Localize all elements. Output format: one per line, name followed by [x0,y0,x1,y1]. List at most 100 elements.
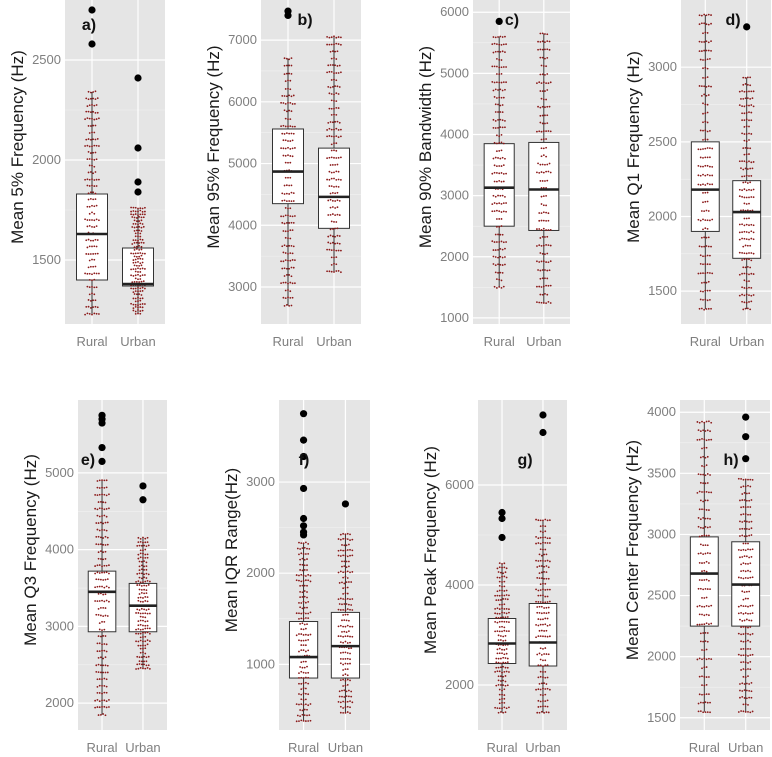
data-dot [337,107,340,109]
data-dot [291,155,294,158]
data-dot [335,58,338,60]
data-dot [147,573,150,576]
data-dot [140,660,143,663]
data-dot [701,534,703,537]
data-dot [289,207,292,210]
data-dot [748,252,750,254]
data-dot [501,104,504,106]
data-dot [301,584,304,587]
data-dot [139,257,142,260]
data-dot [337,93,340,95]
data-dot [303,584,306,587]
data-dot [345,581,348,584]
data-dot [541,114,544,117]
data-dot [338,64,341,67]
data-dot [701,658,703,661]
data-dot [281,245,284,248]
data-dot [88,164,91,167]
x-category-label: Urban [728,740,763,755]
data-dot [543,682,546,685]
data-dot [347,565,350,568]
data-dot [705,570,708,573]
data-dot [92,138,95,141]
data-dot [94,198,97,201]
data-dot [536,130,538,133]
data-dot [537,105,539,108]
data-dot [346,700,349,703]
data-dot [751,612,754,615]
data-dot [703,210,706,212]
data-dot [335,79,338,82]
data-dot [349,608,351,611]
data-dot [697,174,700,177]
data-dot [138,225,141,228]
iqr-box [487,618,517,664]
data-dot [142,552,144,555]
data-dot [697,183,700,186]
data-dot [98,272,100,275]
data-dot [138,569,141,572]
data-dot [285,57,288,60]
data-dot [300,719,303,722]
data-dot [295,579,298,582]
data-dot [97,607,100,610]
data-dot [336,213,339,216]
data-dot [281,267,284,270]
data-dot [703,534,706,537]
data-dot [498,241,501,243]
data-dot [710,307,712,310]
data-dot [545,211,548,214]
data-dot [104,550,107,553]
data-dot [494,103,497,106]
data-dot [108,507,110,510]
data-dot [750,161,753,164]
data-dot [539,530,542,533]
data-dot [91,145,93,148]
outlier-point [742,433,750,441]
data-dot [546,676,549,679]
data-dot [137,210,139,213]
data-dot [147,655,150,658]
data-dot [143,544,146,547]
data-dot [503,629,506,632]
data-dot [748,696,751,699]
data-dot [132,213,135,216]
data-dot [745,174,748,177]
data-dot [342,598,345,600]
data-dot [742,478,745,481]
data-dot [709,526,711,528]
data-dot [710,22,712,25]
data-dot [699,290,702,293]
data-dot [138,242,141,244]
data-dot [336,206,339,209]
data-dot [699,456,702,459]
data-dot [144,206,146,209]
outlier-point [98,443,106,452]
data-dot [699,552,702,555]
data-dot [704,552,707,555]
data-dot [702,473,705,476]
data-dot [539,675,542,678]
data-dot [745,223,748,226]
data-dot [491,240,494,243]
data-dot [750,196,753,198]
data-dot [497,599,500,601]
data-dot [539,693,542,696]
data-dot [134,258,137,261]
data-dot [287,125,289,128]
data-dot [497,157,499,159]
box-urban [318,35,350,274]
data-dot [538,611,541,614]
box-urban [128,482,158,670]
data-dot [137,309,139,311]
data-dot [283,57,286,60]
data-dot [329,214,332,216]
data-dot [98,479,101,482]
data-dot [288,267,291,270]
data-dot [284,102,287,105]
data-dot [544,635,547,638]
data-dot [750,534,753,536]
data-dot [344,679,347,682]
data-dot [343,619,346,622]
data-dot [304,672,307,674]
